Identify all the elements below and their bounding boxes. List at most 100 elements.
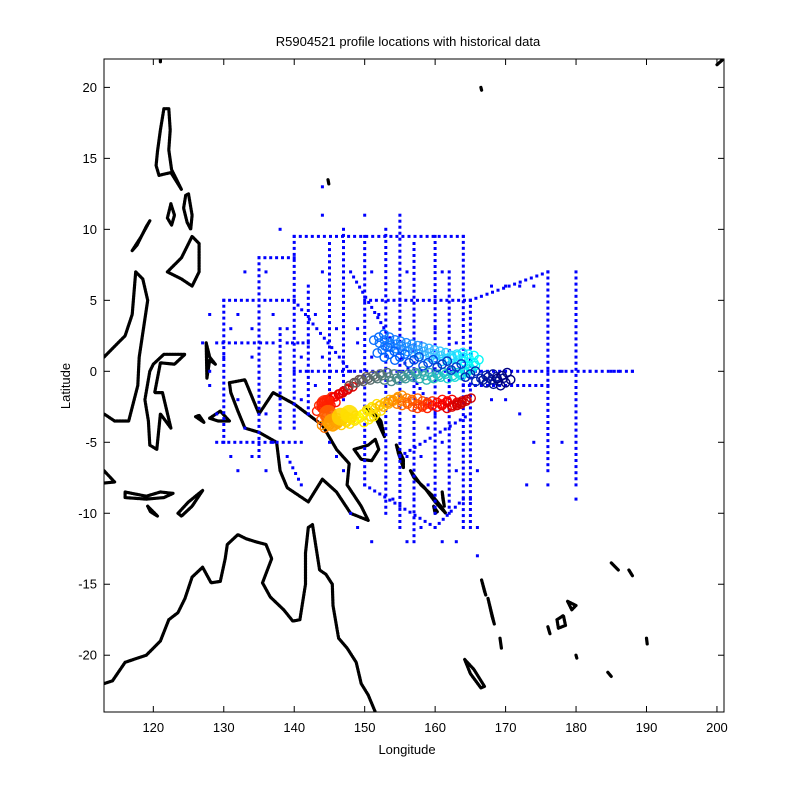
profile-point (465, 369, 476, 379)
y-tick-label: 20 (83, 80, 97, 95)
historical-point (257, 388, 261, 392)
historical-point (398, 285, 402, 289)
historical-point (373, 311, 377, 314)
historical-point (412, 414, 416, 418)
historical-point (447, 439, 451, 443)
historical-point (447, 367, 451, 370)
historical-point (412, 391, 416, 395)
profile-point (457, 347, 468, 358)
historical-point (322, 369, 326, 373)
profile-point (426, 372, 437, 382)
profile-point (397, 390, 407, 401)
historical-point (546, 457, 550, 461)
historical-point (363, 465, 367, 469)
profile-point (384, 349, 395, 360)
historical-point (433, 343, 437, 347)
historical-point (447, 487, 451, 491)
historical-point (398, 321, 402, 325)
historical-point (320, 270, 324, 274)
historical-point (461, 347, 465, 351)
historical-point (447, 300, 451, 304)
historical-point (370, 355, 374, 359)
profile-point (456, 359, 467, 369)
historical-point (447, 342, 451, 346)
profile-point (418, 346, 429, 357)
historical-point (250, 455, 254, 458)
profile-point (466, 393, 476, 403)
historical-point (278, 414, 282, 418)
historical-point (384, 499, 388, 503)
historical-point (342, 282, 345, 286)
historical-point (546, 354, 550, 358)
historical-point (540, 272, 544, 276)
historical-point (546, 360, 550, 364)
historical-point (433, 499, 437, 503)
profile-point (423, 343, 434, 354)
historical-point (278, 397, 282, 401)
historical-point (433, 463, 437, 467)
historical-point (468, 304, 472, 308)
historical-point (228, 298, 232, 302)
historical-point (496, 288, 500, 292)
historical-point (574, 361, 578, 365)
historical-point (342, 398, 345, 402)
historical-point (306, 302, 310, 306)
historical-point (257, 286, 261, 290)
historical-point (468, 460, 472, 464)
historical-point (294, 472, 298, 475)
profile-point (470, 376, 481, 387)
historical-point (363, 422, 367, 426)
historical-point (271, 440, 275, 444)
profile-point (428, 354, 438, 365)
coastline-segment (715, 59, 724, 67)
profile-point (417, 396, 428, 406)
historical-point (447, 427, 451, 431)
historical-point (257, 382, 261, 386)
historical-point (326, 341, 330, 345)
historical-point (342, 300, 345, 304)
historical-point (335, 455, 338, 458)
historical-point (492, 384, 495, 387)
historical-point (363, 298, 367, 302)
historical-point (384, 511, 388, 515)
historical-point (292, 312, 296, 316)
profile-point (412, 369, 423, 379)
profile-point (414, 351, 424, 362)
historical-point (384, 258, 388, 262)
historical-point (453, 505, 457, 509)
profile-point (458, 352, 469, 362)
historical-point (447, 306, 451, 310)
profile-point (412, 393, 423, 403)
historical-point (257, 328, 261, 332)
profile-point (390, 339, 401, 350)
profile-point (442, 356, 453, 367)
profile-point (413, 345, 424, 355)
profile-point (435, 346, 445, 357)
profile-point (333, 389, 344, 400)
historical-point (400, 356, 404, 360)
y-tick-label: 15 (83, 151, 97, 166)
historical-point (278, 379, 282, 383)
profile-point (386, 376, 397, 387)
historical-point (546, 469, 550, 473)
historical-point (433, 325, 437, 329)
historical-point (412, 540, 416, 544)
coastline-segment (463, 657, 487, 690)
historical-point (251, 440, 255, 444)
coastline-segment (440, 490, 446, 508)
historical-point (461, 472, 465, 476)
historical-point (328, 327, 331, 331)
historical-point (412, 528, 416, 532)
historical-point (306, 339, 310, 343)
profile-point (351, 377, 362, 388)
historical-point (222, 304, 226, 308)
historical-point (363, 277, 367, 281)
historical-point (257, 346, 261, 350)
historical-point (328, 272, 331, 276)
historical-point (257, 292, 261, 296)
historical-point (278, 350, 282, 354)
float-profile-points (311, 329, 516, 434)
historical-point (384, 239, 388, 243)
historical-point (412, 301, 416, 305)
historical-point (292, 258, 296, 262)
